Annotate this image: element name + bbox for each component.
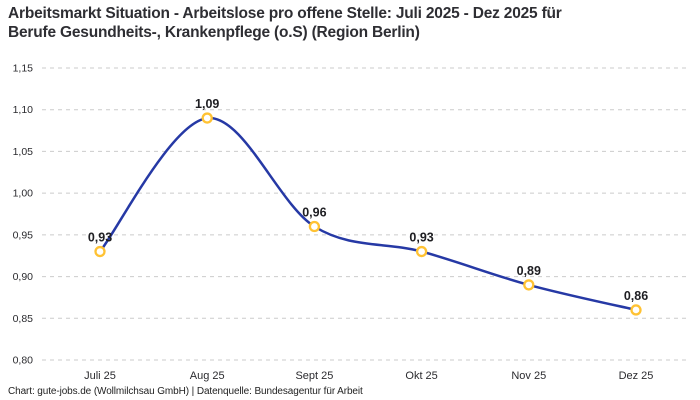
x-tick-label: Nov 25 (511, 370, 546, 382)
x-tick-label: Okt 25 (405, 370, 437, 382)
y-tick-label: 1,15 (13, 63, 34, 75)
series-line (98, 116, 638, 312)
y-tick-label: 0,95 (13, 229, 34, 241)
y-tick-label: 0,85 (13, 313, 34, 325)
x-tick-label: Juli 25 (84, 370, 116, 382)
y-tick-label: 1,00 (13, 188, 34, 200)
x-tick-label: Aug 25 (190, 370, 225, 382)
x-tick-label: Sept 25 (295, 370, 333, 382)
y-tick-label: 1,05 (13, 146, 34, 158)
y-tick-label: 0,80 (13, 355, 34, 367)
data-label: 1,09 (195, 97, 219, 111)
data-point-marker (415, 245, 428, 258)
data-label: 0,93 (88, 231, 112, 245)
chart-title: Arbeitsmarkt Situation - Arbeitslose pro… (8, 4, 696, 42)
data-label: 0,89 (517, 264, 541, 278)
data-point-marker (308, 220, 321, 233)
y-tick-label: 1,10 (13, 104, 34, 116)
x-tick-label: Dez 25 (619, 370, 654, 382)
chart-title-line2: Berufe Gesundheits-, Krankenpflege (o.S)… (8, 24, 420, 41)
data-label: 0,93 (409, 231, 433, 245)
data-point-marker (201, 112, 213, 124)
data-label: 0,86 (624, 289, 648, 303)
y-tick-label: 0,90 (13, 271, 34, 283)
chart-footer: Chart: gute-jobs.de (Wollmilchsau GmbH) … (8, 386, 363, 397)
data-point-marker (94, 245, 106, 258)
data-label: 0,96 (302, 206, 326, 220)
chart-title-line1: Arbeitsmarkt Situation - Arbeitslose pro… (8, 5, 562, 22)
data-point-marker (630, 304, 642, 316)
data-point-marker (523, 279, 535, 291)
